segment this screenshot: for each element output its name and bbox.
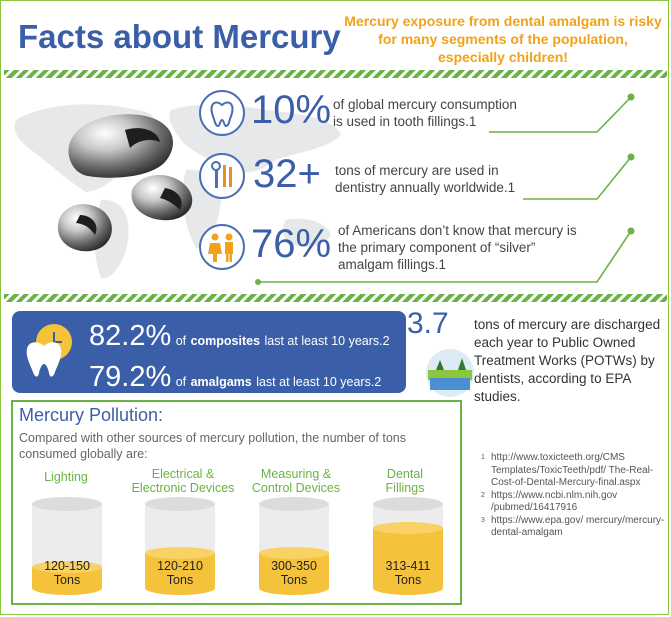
stat-description: tons of mercury are used in dentistry an… — [335, 162, 515, 196]
discharge-value: 3.7 — [407, 307, 449, 340]
category-label: Electrical & Electronic Devices — [128, 467, 238, 495]
dental-tools-icon — [199, 153, 245, 199]
stat-line: is used in tooth fillings.1 — [333, 114, 477, 129]
stat-line: tons of mercury are used in — [335, 163, 499, 178]
stat-bold-word: composites — [190, 334, 261, 348]
page-subtitle: Mercury exposure from dental amalgam is … — [344, 13, 662, 65]
reference-number: 3 — [481, 516, 485, 524]
clock-tooth-icon — [26, 324, 72, 377]
category-label-line: Control Devices — [251, 481, 341, 495]
can-value-unit: Tons — [280, 573, 308, 587]
can-value: 313-411 Tons — [373, 559, 443, 587]
category-label: Measuring & Control Devices — [246, 467, 346, 495]
people-icon — [199, 224, 245, 270]
reference-number: 2 — [481, 491, 485, 499]
stat-word: last at least 10 years.2 — [256, 375, 382, 389]
stat-description: of global mercury consumption is used in… — [333, 96, 517, 130]
reference-link[interactable]: http://www.toxicteeth.org/CMS Templates/… — [491, 452, 654, 488]
mercury-can: 300-350 Tons — [259, 497, 329, 595]
stat-bold-word: amalgams — [190, 375, 252, 389]
reference-item: 2 https://www.ncbi.nlm.nih.gov /pubmed/16… — [481, 490, 666, 515]
mercury-can: 120-210 Tons — [145, 497, 215, 595]
tooth-icon — [199, 90, 245, 136]
pollution-description: Compared with other sources of mercury p… — [19, 431, 406, 461]
amalgams-value: 79.2% — [89, 361, 172, 389]
stat-line: of Americans don’t know that mercury is — [338, 223, 577, 238]
category-label-line: Dental — [386, 467, 424, 481]
mercury-droplets-image — [57, 114, 193, 252]
category-label: Lighting — [26, 470, 106, 484]
category-label-line: Measuring & — [260, 467, 332, 481]
mercury-can: 120-150 Tons — [32, 497, 102, 595]
can-value-range: 313-411 — [385, 559, 431, 573]
mercury-droplet — [68, 114, 173, 178]
page-title: Facts about Mercury — [18, 18, 341, 55]
divider-band — [4, 294, 667, 302]
stat-line: amalgam fillings.1 — [338, 257, 447, 272]
references-list: 1 http://www.toxicteeth.org/CMS Templates… — [481, 452, 666, 540]
reference-item: 1 http://www.toxicteeth.org/CMS Templates… — [481, 452, 666, 490]
reference-link[interactable]: https://www.epa.gov/ mercury/mercury-den… — [491, 514, 665, 539]
category-label: Dental Fillings — [365, 467, 445, 495]
stat-value: 32+ — [253, 152, 321, 196]
reference-link[interactable]: https://www.ncbi.nlm.nih.gov /pubmed/164… — [491, 489, 618, 514]
stat-word: of — [175, 334, 187, 348]
composites-value: 82.2% — [89, 320, 172, 352]
lake-icon — [426, 349, 474, 397]
can-value-range: 120-150 — [44, 559, 90, 573]
can-value: 300-350 Tons — [259, 559, 329, 587]
can-value-range: 300-350 — [271, 559, 317, 573]
stat-description: of Americans don’t know that mercury is … — [338, 222, 577, 273]
stat-line: the primary component of “silver” — [338, 240, 536, 255]
can-value: 120-210 Tons — [145, 559, 215, 587]
stat-word: last at least 10 years.2 — [264, 334, 390, 348]
category-label-line: Electronic Devices — [131, 481, 235, 495]
stat-line: of global mercury consumption — [333, 97, 517, 112]
can-value-range: 120-210 — [157, 559, 203, 573]
mercury-can: 313-411 Tons — [373, 497, 443, 595]
longevity-panel — [12, 311, 406, 393]
can-value: 120-150 Tons — [32, 559, 102, 587]
reference-item: 3 https://www.epa.gov/ mercury/mercury-de… — [481, 515, 666, 540]
reference-number: 1 — [481, 454, 485, 461]
pollution-title: Mercury Pollution: — [19, 405, 164, 425]
category-label-line: Electrical & — [151, 467, 215, 481]
stat-value: 10% — [251, 88, 332, 132]
composites-stat: 82.2% of composites last at least 10 yea… — [89, 320, 390, 353]
category-label-line: Lighting — [44, 470, 88, 484]
stat-value: 76% — [251, 222, 332, 266]
stat-word: of — [175, 375, 187, 389]
can-value-unit: Tons — [166, 573, 194, 587]
stat-line: dentistry annually worldwide.1 — [335, 180, 516, 195]
can-value-unit: Tons — [53, 573, 81, 587]
mercury-droplet — [57, 204, 112, 252]
discharge-text: tons of mercury are discharged each year… — [474, 317, 661, 404]
mercury-droplet — [131, 174, 193, 221]
amalgams-stat: 79.2% of amalgams last at least 10 years… — [89, 361, 381, 389]
divider-band — [4, 70, 667, 78]
category-label-line: Fillings — [385, 481, 425, 495]
can-value-unit: Tons — [394, 573, 422, 587]
